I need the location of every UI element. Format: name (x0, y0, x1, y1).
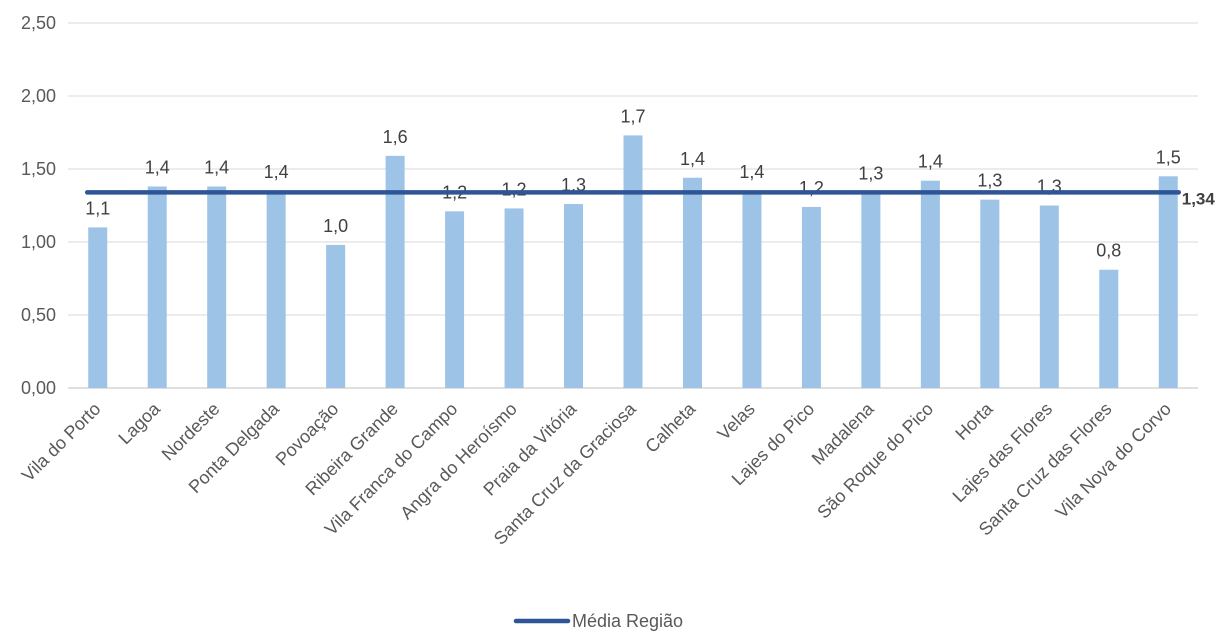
data-label: 1,2 (799, 178, 824, 198)
data-label: 1,4 (739, 162, 764, 182)
data-label: 0,8 (1096, 241, 1121, 261)
bar (147, 186, 167, 388)
y-tick-label: 0,50 (21, 305, 56, 325)
bar (1099, 269, 1119, 388)
legend: Média Região (513, 611, 683, 631)
bar (385, 155, 405, 388)
y-tick-label: 0,00 (21, 378, 56, 398)
data-label: 1,2 (502, 179, 527, 199)
bar (326, 244, 346, 388)
data-label: 1,4 (680, 149, 705, 169)
bar (861, 192, 881, 388)
bar (1158, 176, 1178, 388)
data-label: 1,4 (204, 158, 229, 178)
data-label: 1,3 (858, 163, 883, 183)
x-category-label: Lagoa (114, 398, 164, 448)
y-tick-label: 2,50 (21, 13, 56, 33)
y-tick-label: 2,00 (21, 86, 56, 106)
y-tick-label: 1,00 (21, 232, 56, 252)
bar (88, 227, 108, 388)
average-line-group: 1,34 (84, 189, 1216, 208)
bar (1039, 205, 1059, 388)
bar (980, 199, 1000, 388)
bar (682, 177, 702, 388)
x-category-label: Calheta (641, 398, 700, 457)
data-label: 1,3 (561, 175, 586, 195)
legend-label: Média Região (572, 611, 683, 631)
bar (445, 211, 465, 388)
data-label: 1,5 (1156, 147, 1181, 167)
bar (623, 135, 643, 388)
data-label: 1,6 (383, 127, 408, 147)
data-label: 1,7 (620, 106, 645, 126)
data-label: 1,4 (264, 162, 289, 182)
y-axis-tick-labels: 0,00 0,50 1,00 1,50 2,00 2,50 (21, 13, 56, 398)
bar (920, 180, 940, 388)
data-labels: 1,11,4 1,4 1,41,01,61,2 1,2 1,31,71,41,41,21… (85, 106, 1181, 260)
x-category-label: Horta (951, 398, 997, 444)
x-category-label: Lajes das Flores (949, 399, 1057, 507)
data-label: 1,3 (977, 171, 1002, 191)
x-category-label: Vila do Porto (18, 399, 105, 486)
data-label: 1,4 (145, 158, 170, 178)
bar (801, 206, 821, 388)
x-category-label: Velas (713, 399, 758, 444)
bar (564, 204, 584, 388)
bar (266, 190, 286, 388)
bar (207, 186, 227, 388)
x-category-label: Angra do Heroísmo (396, 399, 521, 524)
x-category-label: Vila Nova do Corvo (1052, 399, 1176, 523)
data-label: 1,4 (918, 152, 943, 172)
data-label: 1,0 (323, 216, 348, 236)
data-label: 1,1 (85, 198, 110, 218)
bars (88, 135, 1178, 388)
average-value-label: 1,34 (1182, 189, 1216, 208)
bar (742, 190, 762, 388)
y-tick-label: 1,50 (21, 159, 56, 179)
x-category-label: São Roque do Pico (813, 399, 937, 523)
bar (504, 208, 524, 388)
